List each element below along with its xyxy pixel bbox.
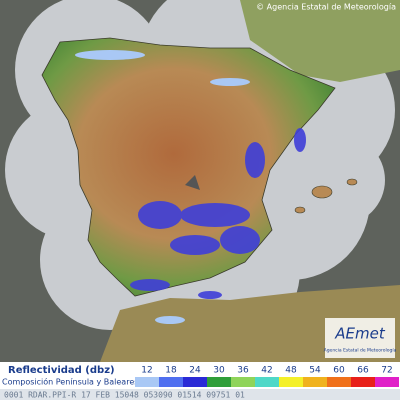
- legend-swatch: [351, 377, 375, 387]
- balearics: [294, 178, 358, 214]
- radar-site: [185, 175, 200, 190]
- legend-swatch: [183, 377, 207, 387]
- legend-level-label: 12: [141, 366, 152, 376]
- precipitation: [130, 128, 306, 299]
- legend-swatch: [159, 377, 183, 387]
- logo-name: AEmet: [334, 325, 386, 343]
- legend-level-label: 72: [381, 366, 392, 376]
- legend-level-label: 54: [309, 366, 321, 376]
- logo-tagline: Agencia Estatal de Meteorología: [324, 347, 397, 354]
- france: [240, 0, 400, 82]
- legend-swatch: [135, 377, 159, 387]
- logo-box: [325, 318, 395, 358]
- legend-swatch: [207, 377, 231, 387]
- legend-swatch: [303, 377, 327, 387]
- legend-scale: 12 18 24 30 36 42 48 54 60 66 72: [135, 366, 399, 387]
- light-precipitation: [75, 50, 250, 324]
- legend-swatch: [375, 377, 399, 387]
- iberia: [41, 37, 336, 297]
- footer-strip: [0, 389, 400, 400]
- legend-swatch: [327, 377, 351, 387]
- legend-level-label: 30: [213, 366, 225, 376]
- legend-level-label: 18: [165, 366, 177, 376]
- legend-subtitle: Composición Península y Baleares: [2, 377, 138, 387]
- legend-level-label: 60: [333, 366, 345, 376]
- legend-level-label: 36: [237, 366, 249, 376]
- legend-level-label: 48: [285, 366, 297, 376]
- legend-swatch: [279, 377, 303, 387]
- footer-code: 0001 RDAR.PPI-R 17 FEB 15048 053090 0151…: [4, 391, 245, 400]
- credit: © Agencia Estatal de Meteorología: [256, 3, 396, 12]
- legend-level-label: 66: [357, 366, 369, 376]
- legend-swatch: [255, 377, 279, 387]
- legend-level-label: 24: [189, 366, 201, 376]
- legend-title: Reflectividad (dbz): [8, 365, 115, 376]
- legend-swatch: [231, 377, 255, 387]
- legend-level-label: 42: [261, 366, 272, 376]
